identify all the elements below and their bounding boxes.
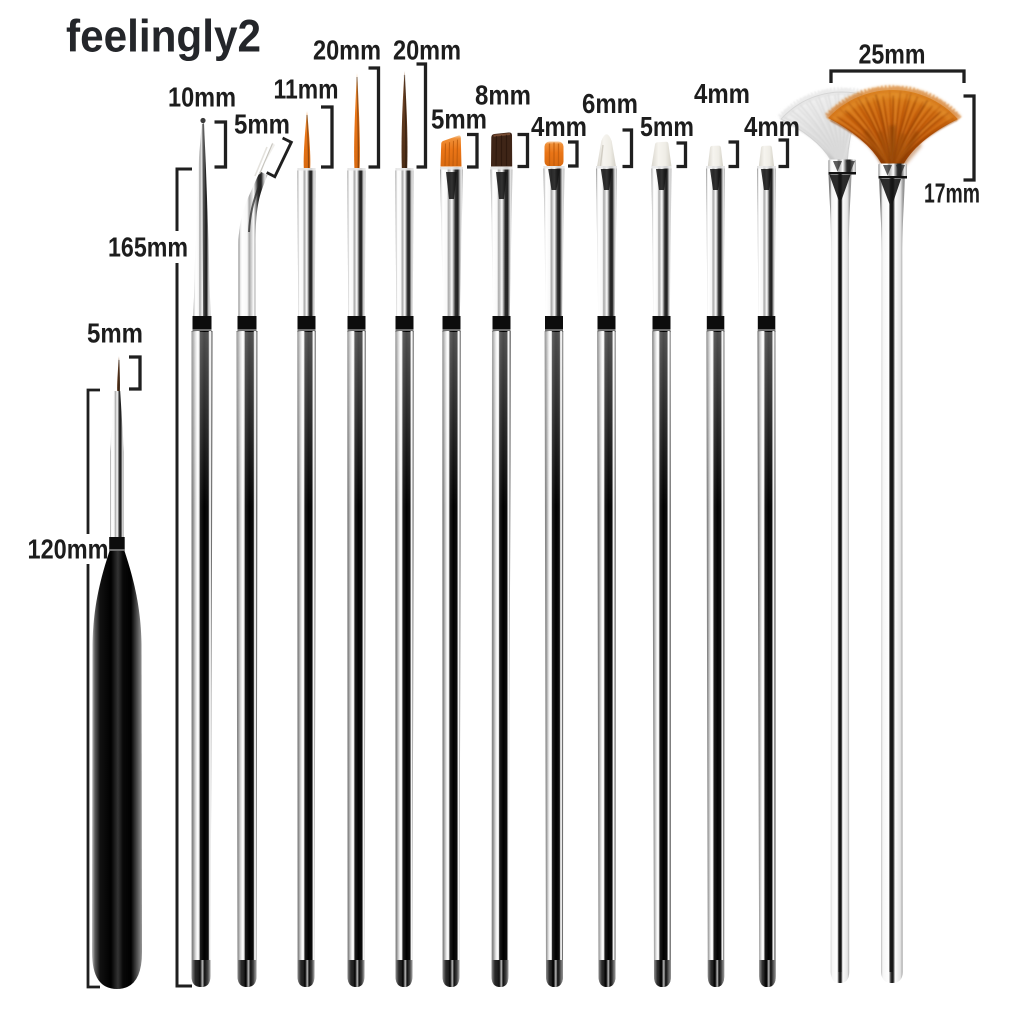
svg-text:120mm: 120mm (28, 534, 109, 565)
svg-text:25mm: 25mm (859, 39, 926, 70)
svg-text:20mm: 20mm (393, 35, 461, 66)
svg-text:11mm: 11mm (274, 74, 339, 105)
svg-text:17mm: 17mm (924, 178, 980, 209)
svg-text:8mm: 8mm (475, 80, 531, 111)
svg-text:20mm: 20mm (313, 35, 381, 66)
svg-text:4mm: 4mm (744, 111, 800, 142)
svg-text:4mm: 4mm (531, 111, 587, 142)
svg-text:10mm: 10mm (168, 82, 236, 113)
svg-text:5mm: 5mm (87, 318, 143, 349)
svg-text:feelingly2: feelingly2 (66, 11, 261, 62)
svg-text:5mm: 5mm (431, 104, 487, 135)
svg-text:4mm: 4mm (694, 78, 750, 109)
svg-text:6mm: 6mm (582, 88, 638, 119)
svg-text:5mm: 5mm (640, 111, 694, 142)
svg-text:5mm: 5mm (234, 109, 290, 140)
svg-text:165mm: 165mm (108, 232, 188, 263)
